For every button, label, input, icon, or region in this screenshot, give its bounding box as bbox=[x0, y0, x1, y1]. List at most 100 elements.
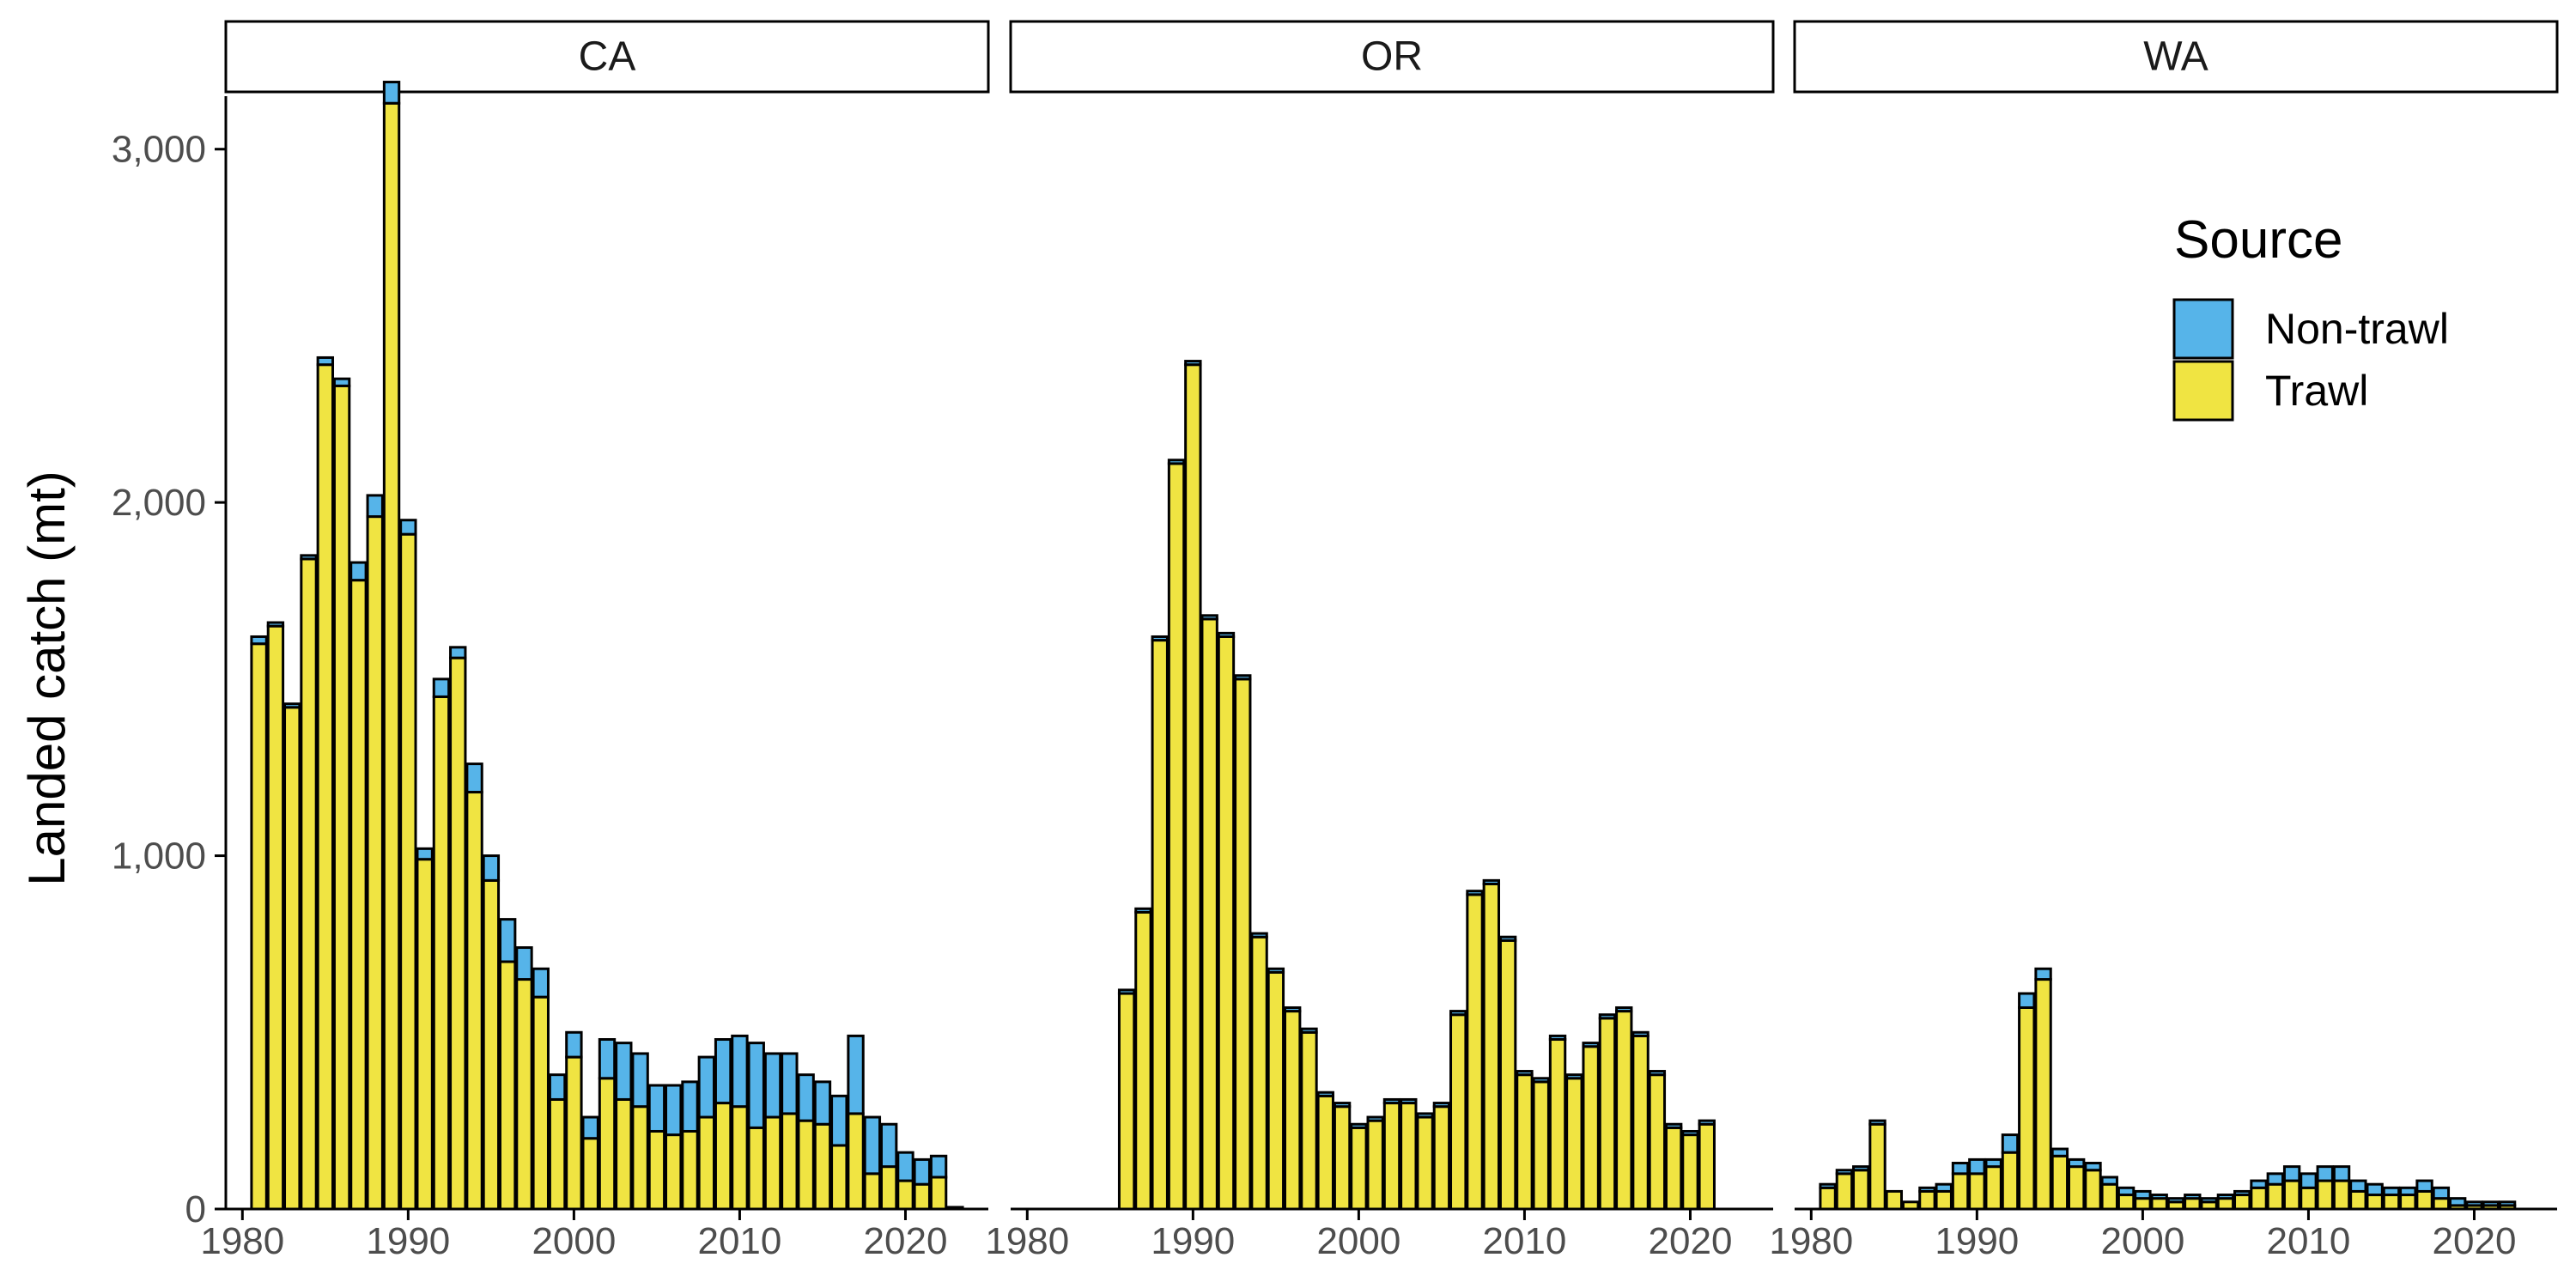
bar-trawl-wa-2009 bbox=[2282, 1179, 2301, 1211]
bar-non-trawl-or-2003 bbox=[1400, 1097, 1418, 1105]
bar-trawl-ca-2017 bbox=[847, 1112, 865, 1211]
x-tick-label: 1990 bbox=[1151, 1220, 1235, 1262]
panel-or: OR 1980 1990 2000 2010 2020 bbox=[985, 20, 1775, 1262]
bar-non-trawl-ca-1986 bbox=[332, 377, 351, 387]
x-tick-label: 2010 bbox=[697, 1220, 781, 1262]
bar-trawl-ca-1992 bbox=[432, 695, 451, 1211]
facet-strip bbox=[1793, 20, 2559, 94]
bar-non-trawl-or-2005 bbox=[1432, 1102, 1451, 1109]
bar-trawl-wa-1989 bbox=[1951, 1172, 1970, 1211]
bar-non-trawl-or-1990 bbox=[1184, 360, 1202, 367]
bar-trawl-wa-1987 bbox=[1918, 1189, 1936, 1211]
bar-trawl-wa-1995 bbox=[2050, 1154, 2069, 1211]
bar-trawl-ca-1987 bbox=[349, 579, 368, 1211]
bar-trawl-wa-2001 bbox=[2150, 1197, 2168, 1211]
bar-trawl-or-1994 bbox=[1250, 935, 1268, 1211]
bar-trawl-or-2019 bbox=[1664, 1126, 1683, 1211]
bar-trawl-ca-1986 bbox=[332, 384, 351, 1211]
facet-strip bbox=[224, 20, 990, 94]
bar-non-trawl-or-2012 bbox=[1548, 1034, 1567, 1042]
y-axis: 0 1,000 2,000 3,000 bbox=[112, 96, 228, 1230]
bar-trawl-or-2004 bbox=[1416, 1115, 1434, 1211]
bar-trawl-ca-1998 bbox=[532, 995, 550, 1211]
bar-trawl-wa-2006 bbox=[2233, 1194, 2251, 1211]
bar-trawl-ca-2005 bbox=[647, 1129, 666, 1211]
bar-trawl-ca-2013 bbox=[781, 1112, 799, 1211]
bar-non-trawl-or-2021 bbox=[1698, 1119, 1716, 1126]
bar-non-trawl-ca-1991 bbox=[416, 847, 434, 861]
bar-non-trawl-wa-2012 bbox=[2332, 1165, 2351, 1182]
bar-trawl-wa-2011 bbox=[2316, 1179, 2334, 1211]
bar-trawl-ca-1996 bbox=[498, 960, 517, 1211]
bar-non-trawl-or-2016 bbox=[1615, 1005, 1633, 1013]
bar-trawl-or-2008 bbox=[1482, 882, 1501, 1211]
bar-non-trawl-wa-1990 bbox=[1968, 1157, 1986, 1176]
x-tick-label: 2010 bbox=[1482, 1220, 1566, 1262]
bar-non-trawl-ca-1985 bbox=[316, 355, 335, 367]
bar-non-trawl-ca-2011 bbox=[747, 1042, 765, 1129]
x-tick-label: 1980 bbox=[985, 1220, 1069, 1262]
bar-non-trawl-ca-1987 bbox=[349, 561, 368, 582]
bar-trawl-or-2011 bbox=[1532, 1080, 1550, 1211]
bar-trawl-wa-1982 bbox=[1835, 1172, 1854, 1211]
x-tick-label: 1980 bbox=[200, 1220, 284, 1262]
bar-trawl-ca-1990 bbox=[399, 532, 417, 1211]
bar-trawl-or-2014 bbox=[1582, 1045, 1600, 1211]
bar-trawl-wa-2008 bbox=[2266, 1182, 2285, 1211]
bar-trawl-or-1995 bbox=[1267, 970, 1285, 1211]
bar-trawl-ca-1997 bbox=[515, 978, 533, 1211]
bar-non-trawl-wa-2000 bbox=[2134, 1189, 2152, 1200]
bar-non-trawl-ca-2017 bbox=[847, 1034, 865, 1115]
x-tick-label: 2000 bbox=[532, 1220, 616, 1262]
bar-non-trawl-or-1997 bbox=[1300, 1027, 1318, 1034]
bar-non-trawl-or-1988 bbox=[1151, 635, 1169, 642]
bar-trawl-wa-1983 bbox=[1852, 1169, 1870, 1211]
bar-non-trawl-wa-2003 bbox=[2184, 1194, 2202, 1200]
bar-trawl-wa-2017 bbox=[2415, 1189, 2433, 1211]
x-tick-label: 1990 bbox=[1935, 1220, 2019, 1262]
bar-non-trawl-ca-2004 bbox=[631, 1052, 649, 1109]
y-tick-label: 2,000 bbox=[112, 482, 206, 524]
bar-trawl-or-2021 bbox=[1698, 1122, 1716, 1211]
bar-trawl-ca-1984 bbox=[300, 557, 318, 1211]
bar-non-trawl-ca-2001 bbox=[581, 1115, 599, 1140]
bar-non-trawl-or-2014 bbox=[1582, 1042, 1600, 1048]
bar-non-trawl-ca-2013 bbox=[781, 1052, 799, 1115]
bar-trawl-wa-1993 bbox=[2018, 1005, 2036, 1211]
legend-label-non-trawl: Non-trawl bbox=[2265, 305, 2449, 353]
panel-ca: CA 1980 1990 2000 2010 2020 bbox=[200, 20, 990, 1262]
bar-trawl-wa-2003 bbox=[2184, 1197, 2202, 1211]
legend: Source Non-trawl Trawl bbox=[2172, 210, 2449, 422]
bar-non-trawl-or-2013 bbox=[1565, 1073, 1583, 1080]
bar-trawl-or-2013 bbox=[1565, 1077, 1583, 1211]
bar-non-trawl-ca-1990 bbox=[399, 519, 417, 536]
bar-non-trawl-or-1994 bbox=[1250, 932, 1268, 939]
bar-trawl-ca-1982 bbox=[266, 624, 285, 1211]
bar-non-trawl-or-2018 bbox=[1648, 1070, 1667, 1077]
x-tick-label: 2020 bbox=[864, 1220, 948, 1262]
bar-trawl-wa-2012 bbox=[2332, 1179, 2351, 1211]
bar-non-trawl-wa-2009 bbox=[2282, 1165, 2301, 1182]
bar-non-trawl-wa-2017 bbox=[2415, 1179, 2433, 1193]
bar-trawl-ca-2007 bbox=[681, 1129, 699, 1211]
bar-trawl-wa-2015 bbox=[2382, 1194, 2401, 1211]
bar-non-trawl-ca-2006 bbox=[665, 1084, 683, 1137]
bar-trawl-wa-1991 bbox=[1984, 1165, 2002, 1211]
bar-non-trawl-wa-1999 bbox=[2117, 1186, 2136, 1197]
bar-non-trawl-wa-1997 bbox=[2084, 1162, 2102, 1172]
bar-non-trawl-ca-2000 bbox=[565, 1030, 583, 1059]
bar-non-trawl-wa-2013 bbox=[2349, 1179, 2367, 1193]
bar-non-trawl-ca-2003 bbox=[615, 1042, 633, 1101]
bar-non-trawl-or-2011 bbox=[1532, 1077, 1550, 1084]
bar-trawl-wa-2014 bbox=[2366, 1194, 2384, 1211]
bar-non-trawl-ca-2009 bbox=[714, 1038, 732, 1105]
bar-trawl-wa-2016 bbox=[2399, 1194, 2417, 1211]
bar-non-trawl-wa-1981 bbox=[1819, 1182, 1837, 1189]
bar-trawl-or-1992 bbox=[1217, 635, 1236, 1211]
y-axis-title: Landed catch (mt) bbox=[18, 471, 76, 886]
bar-trawl-ca-1991 bbox=[416, 858, 434, 1211]
facet-strip-label: CA bbox=[579, 34, 636, 80]
bar-trawl-ca-1985 bbox=[316, 363, 335, 1211]
bar-trawl-wa-1988 bbox=[1935, 1189, 1953, 1211]
bar-trawl-or-1993 bbox=[1234, 677, 1252, 1211]
